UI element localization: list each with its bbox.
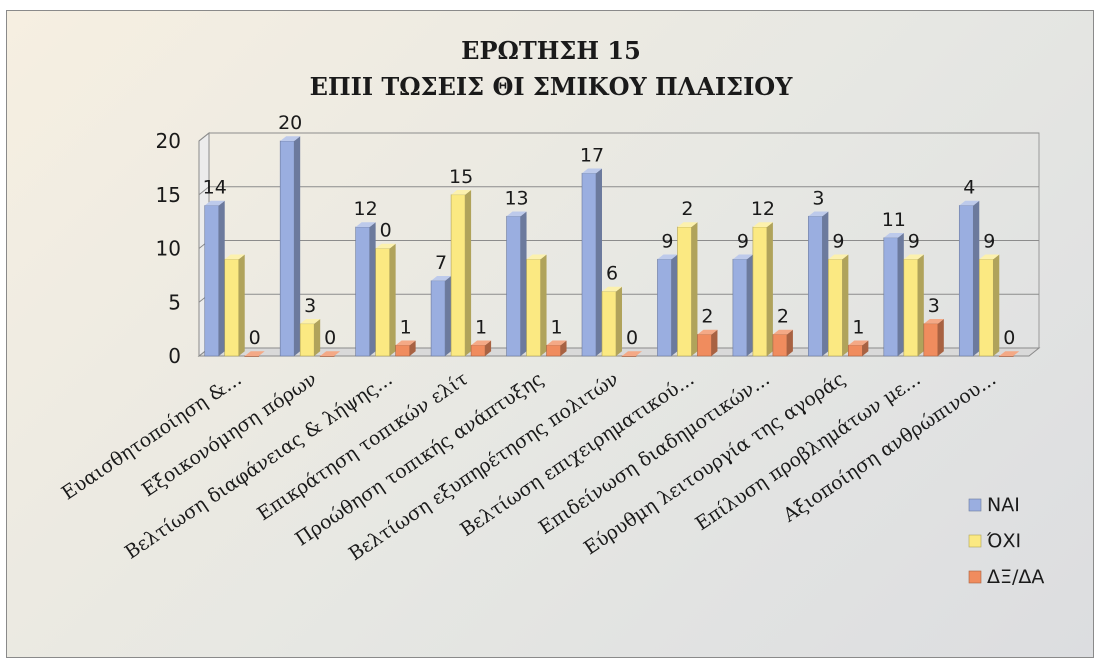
- bar: [450, 189, 472, 357]
- data-label: 1: [550, 316, 562, 338]
- data-label: 13: [504, 187, 528, 209]
- data-label: 9: [832, 230, 844, 252]
- y-tick-label: 5: [168, 290, 181, 314]
- data-label: 2: [701, 306, 713, 328]
- bar: [355, 222, 376, 357]
- data-label: 9: [661, 230, 673, 252]
- y-tick-label: 10: [156, 237, 181, 261]
- data-label: 4: [963, 177, 975, 199]
- data-label: 6: [606, 263, 618, 285]
- data-label: 9: [908, 230, 920, 252]
- bar: [621, 351, 642, 357]
- bar: [657, 254, 678, 357]
- chart-subtitle: ΕΠΙΙ ΤΩΣΕΙΣ ΘΙ ΣΜΙΚΟΥ ΠΛΑΙΣΙΟΥ: [310, 72, 794, 101]
- bar: [375, 243, 396, 357]
- legend-swatch: [968, 498, 982, 512]
- data-label: 2: [777, 306, 789, 328]
- bar: [883, 232, 904, 357]
- legend: ΝΑΙ ΌΧΙ ΔΞ/ΔΑ: [968, 494, 1044, 588]
- data-label: 14: [203, 177, 227, 199]
- legend-label: ΔΞ/ΔΑ: [987, 566, 1044, 588]
- bar: [279, 136, 301, 357]
- data-label: 3: [812, 187, 824, 209]
- bar: [697, 329, 718, 357]
- x-tick-label: Βελτίωση εξυπηρέτησης πολιτών: [345, 368, 623, 565]
- data-label: 1: [475, 316, 487, 338]
- y-tick-label: 0: [168, 344, 181, 368]
- data-label: 0: [324, 327, 336, 349]
- bar: [772, 329, 793, 357]
- data-label: 12: [751, 198, 775, 220]
- data-label: 2: [681, 198, 693, 220]
- bars: [204, 136, 1020, 357]
- data-label: 12: [354, 198, 378, 220]
- data-label: 0: [626, 327, 638, 349]
- y-tick-label: 20: [156, 129, 181, 153]
- x-axis-categories: Ευαισθητοποίηση &...Εξοικονόμηση πόρωνΒε…: [58, 368, 1000, 565]
- bar: [395, 340, 416, 357]
- data-label: 15: [449, 166, 473, 188]
- bar: [601, 286, 622, 357]
- bar: [581, 168, 602, 357]
- bar: [998, 351, 1020, 357]
- data-label: 7: [435, 252, 447, 274]
- bar: [923, 318, 944, 357]
- bar: [808, 211, 829, 357]
- bar: [958, 200, 980, 357]
- bar: [978, 254, 1000, 357]
- bar: [732, 254, 753, 357]
- legend-swatch: [968, 570, 982, 584]
- data-label: 3: [304, 295, 316, 317]
- data-label: 11: [882, 209, 906, 231]
- legend-swatch: [968, 534, 982, 548]
- data-label: 9: [737, 230, 749, 252]
- bar: [506, 211, 527, 357]
- bar: [526, 254, 547, 357]
- bar: [470, 340, 492, 357]
- bar: [848, 340, 869, 357]
- bar-chart: ΕΡΩΤΗΣΗ 15 ΕΠΙΙ ΤΩΣΕΙΣ ΘΙ ΣΜΙΚΟΥ ΠΛΑΙΣΙΟ…: [58, 36, 1045, 588]
- chart-area: ΕΡΩΤΗΣΗ 15 ΕΠΙΙ ΤΩΣΕΙΣ ΘΙ ΣΜΙΚΟΥ ΠΛΑΙΣΙΟ…: [6, 10, 1094, 658]
- data-label: 0: [380, 220, 392, 242]
- bar: [546, 340, 567, 357]
- data-label: 9: [983, 230, 995, 252]
- bar: [224, 254, 245, 357]
- bar: [244, 351, 265, 357]
- y-axis: 0 5 10 15 20: [156, 129, 181, 368]
- data-label: 0: [1003, 327, 1015, 349]
- bar: [204, 200, 225, 357]
- data-label: 20: [278, 112, 302, 134]
- data-label: 17: [580, 144, 604, 166]
- bar: [677, 222, 698, 357]
- bar: [299, 318, 321, 357]
- bar: [752, 222, 773, 357]
- legend-label: ΌΧΙ: [986, 530, 1021, 552]
- data-label: 3: [928, 295, 940, 317]
- gridline: [198, 186, 1039, 196]
- data-label: 0: [249, 327, 261, 349]
- data-label: 1: [852, 316, 864, 338]
- bar: [430, 275, 452, 357]
- bar: [828, 254, 849, 357]
- gridline: [198, 132, 1039, 142]
- bar: [903, 254, 924, 357]
- bar: [319, 351, 341, 357]
- y-tick-label: 15: [156, 183, 181, 207]
- chart-title: ΕΡΩΤΗΣΗ 15: [461, 36, 641, 65]
- data-label: 1: [400, 316, 412, 338]
- legend-label: ΝΑΙ: [987, 494, 1020, 516]
